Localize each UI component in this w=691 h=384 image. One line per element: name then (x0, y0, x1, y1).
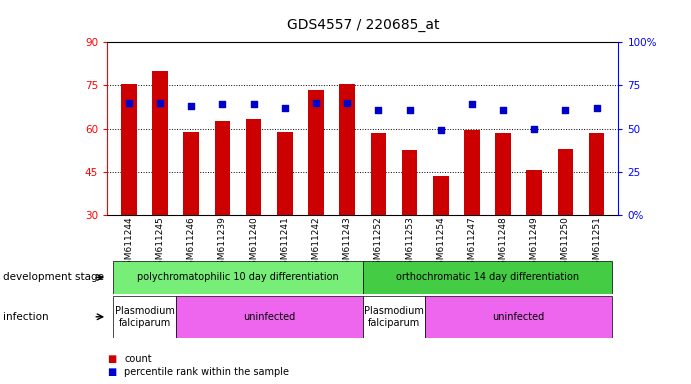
Bar (176, 296, 363, 338)
Bar (401, 150, 417, 215)
Point (373, 107, 384, 113)
Point (279, 105, 290, 111)
Text: infection: infection (3, 312, 49, 322)
Point (435, 127, 446, 134)
Bar (363, 296, 425, 338)
Text: ■: ■ (107, 367, 116, 377)
Bar (589, 133, 605, 215)
Point (341, 100, 352, 106)
Bar (370, 133, 386, 215)
Point (560, 107, 571, 113)
Bar (184, 131, 199, 215)
Bar (433, 176, 448, 215)
Bar (495, 133, 511, 215)
Point (124, 100, 135, 106)
Point (404, 107, 415, 113)
Bar (215, 121, 230, 215)
Point (155, 100, 166, 106)
Point (591, 105, 602, 111)
Bar (277, 131, 292, 215)
Bar (152, 71, 168, 215)
Point (248, 101, 259, 108)
Text: uninfected: uninfected (493, 312, 545, 322)
Bar (113, 261, 363, 294)
Point (310, 100, 321, 106)
Point (466, 101, 477, 108)
Bar (363, 261, 612, 294)
Bar (558, 149, 574, 215)
Text: count: count (124, 354, 152, 364)
Text: development stage: development stage (3, 272, 104, 283)
Point (498, 107, 509, 113)
Text: uninfected: uninfected (243, 312, 295, 322)
Point (529, 126, 540, 132)
Text: ■: ■ (107, 354, 116, 364)
Bar (246, 119, 261, 215)
Text: GDS4557 / 220685_at: GDS4557 / 220685_at (287, 18, 439, 32)
Bar (527, 170, 542, 215)
Text: polychromatophilic 10 day differentiation: polychromatophilic 10 day differentiatio… (138, 272, 339, 283)
Bar (464, 130, 480, 215)
Bar (308, 90, 324, 215)
Point (217, 101, 228, 108)
Bar (113, 296, 176, 338)
Bar (121, 84, 137, 215)
Text: orthochromatic 14 day differentiation: orthochromatic 14 day differentiation (396, 272, 579, 283)
Bar (425, 296, 612, 338)
Text: Plasmodium
falciparum: Plasmodium falciparum (364, 306, 424, 328)
Point (186, 103, 197, 109)
Text: percentile rank within the sample: percentile rank within the sample (124, 367, 290, 377)
Bar (339, 84, 355, 215)
Text: Plasmodium
falciparum: Plasmodium falciparum (115, 306, 174, 328)
